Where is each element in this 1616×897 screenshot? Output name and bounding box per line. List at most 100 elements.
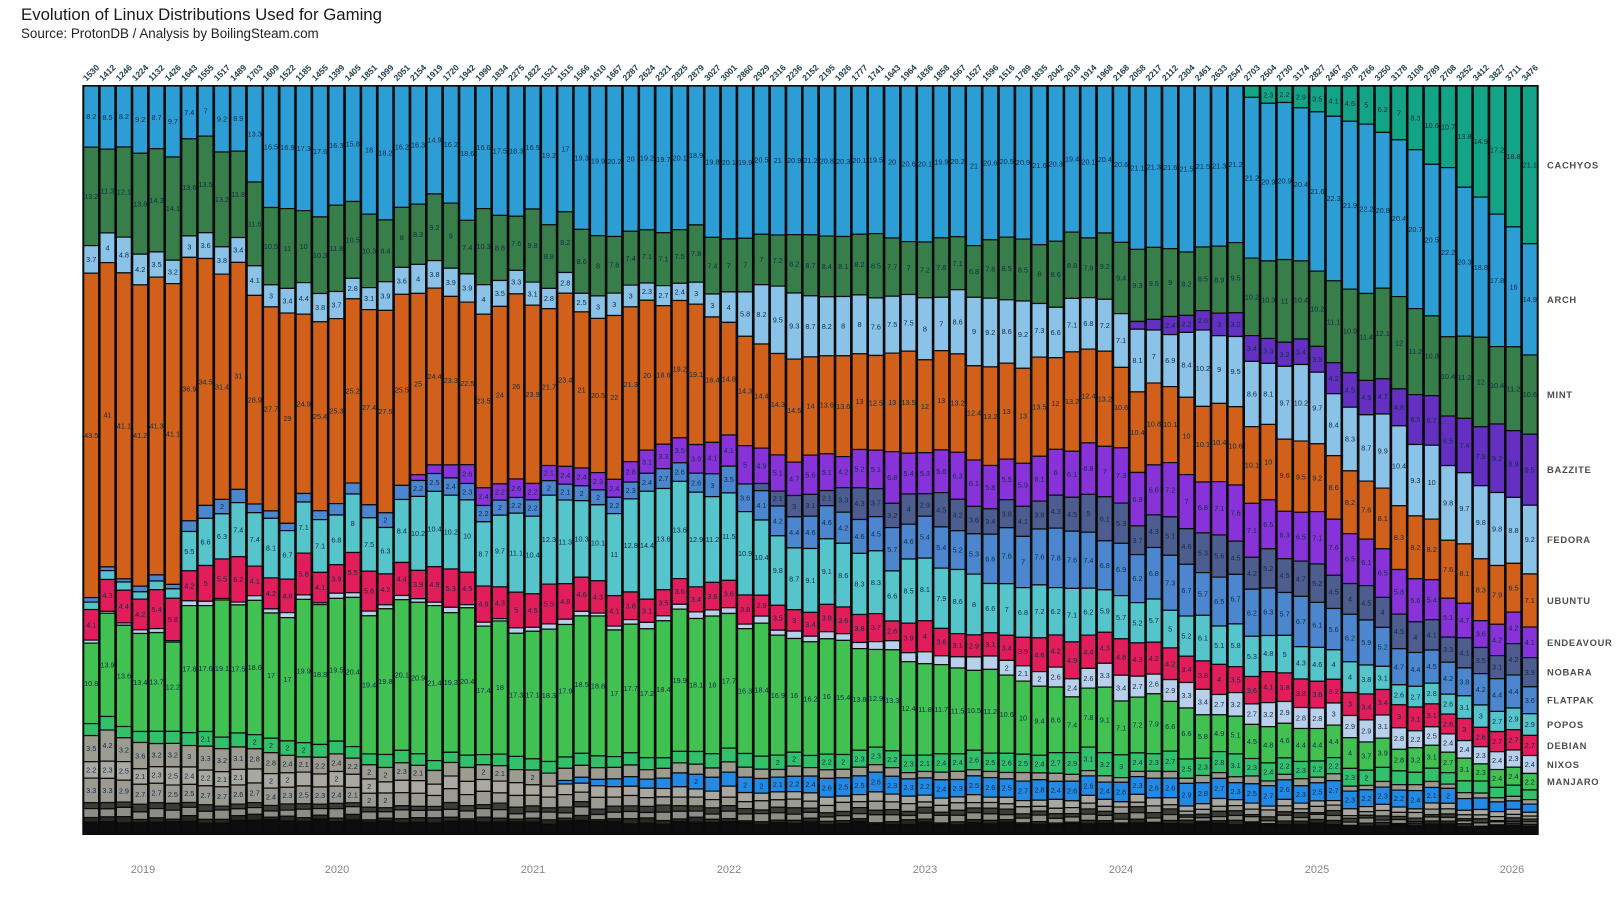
- svg-text:2019: 2019: [131, 864, 155, 876]
- svg-text:8.4: 8.4: [1181, 360, 1191, 369]
- svg-text:20.1: 20.1: [918, 160, 932, 169]
- svg-text:2.7: 2.7: [1410, 692, 1420, 701]
- svg-text:8.7: 8.7: [1361, 444, 1371, 453]
- svg-text:6.7: 6.7: [1181, 586, 1191, 595]
- svg-text:11: 11: [611, 550, 619, 559]
- svg-text:3.8: 3.8: [217, 256, 227, 265]
- svg-text:2.7: 2.7: [1051, 759, 1061, 768]
- svg-text:18: 18: [365, 146, 373, 155]
- svg-text:3.3: 3.3: [511, 278, 521, 287]
- svg-text:8.5: 8.5: [1002, 264, 1012, 273]
- svg-text:3.2: 3.2: [1231, 320, 1241, 329]
- svg-text:6.7: 6.7: [1427, 416, 1437, 425]
- svg-text:2.1: 2.1: [822, 494, 832, 503]
- svg-text:2.1: 2.1: [299, 760, 309, 769]
- svg-text:4: 4: [1413, 633, 1417, 642]
- svg-text:2.4: 2.4: [936, 785, 946, 794]
- svg-text:3.9: 3.9: [462, 284, 472, 293]
- svg-text:3: 3: [694, 289, 698, 298]
- svg-text:3.8: 3.8: [429, 270, 439, 279]
- svg-text:10.2: 10.2: [444, 528, 458, 537]
- svg-text:2.6: 2.6: [511, 484, 521, 493]
- svg-text:3.7: 3.7: [871, 498, 881, 507]
- svg-text:17.3: 17.3: [297, 144, 311, 153]
- svg-text:8.5: 8.5: [904, 587, 914, 596]
- svg-text:9.2: 9.2: [1018, 330, 1028, 339]
- svg-text:3.6: 3.6: [201, 241, 211, 250]
- svg-text:13.6: 13.6: [117, 672, 131, 681]
- svg-text:2.4: 2.4: [1100, 786, 1110, 795]
- svg-text:4.1: 4.1: [1427, 630, 1437, 639]
- svg-text:2.6: 2.6: [1083, 781, 1093, 790]
- svg-text:2: 2: [269, 777, 273, 786]
- svg-text:6.9: 6.9: [1132, 495, 1142, 504]
- svg-text:2.4: 2.4: [446, 482, 456, 491]
- svg-text:2.2: 2.2: [1410, 735, 1420, 744]
- svg-text:2.7: 2.7: [152, 789, 162, 798]
- svg-text:21: 21: [774, 156, 782, 165]
- svg-text:18.8: 18.8: [1506, 152, 1520, 161]
- svg-text:7.6: 7.6: [511, 239, 521, 248]
- svg-text:9.2: 9.2: [1525, 535, 1535, 544]
- svg-text:4.3: 4.3: [495, 598, 505, 607]
- svg-text:10.6: 10.6: [1114, 403, 1128, 412]
- svg-text:7.5: 7.5: [675, 252, 685, 261]
- svg-text:6.5: 6.5: [1508, 583, 1518, 592]
- svg-text:2.6: 2.6: [822, 783, 832, 792]
- svg-text:2.2: 2.2: [1181, 320, 1191, 329]
- svg-text:3.8: 3.8: [1296, 689, 1306, 698]
- svg-text:2.5: 2.5: [299, 791, 309, 800]
- svg-text:6.8: 6.8: [969, 267, 979, 276]
- svg-text:2.9: 2.9: [1361, 727, 1371, 736]
- svg-text:7.8: 7.8: [691, 249, 701, 258]
- svg-text:2.7: 2.7: [1247, 710, 1257, 719]
- svg-text:6.6: 6.6: [1165, 722, 1175, 731]
- svg-text:2.1: 2.1: [135, 772, 145, 781]
- svg-text:8.7: 8.7: [478, 550, 488, 559]
- svg-text:4.9: 4.9: [1067, 656, 1077, 665]
- svg-text:9.7: 9.7: [1280, 398, 1290, 407]
- svg-text:7.9: 7.9: [936, 594, 946, 603]
- svg-text:2.6: 2.6: [1002, 759, 1012, 768]
- svg-text:6.7: 6.7: [1231, 595, 1241, 604]
- svg-text:2.6: 2.6: [233, 790, 243, 799]
- svg-text:21.4: 21.4: [427, 679, 441, 688]
- svg-text:6.1: 6.1: [1034, 474, 1044, 483]
- svg-text:2.7: 2.7: [1018, 787, 1028, 796]
- svg-text:10.2: 10.2: [1245, 292, 1259, 301]
- svg-text:2.4: 2.4: [1263, 768, 1273, 777]
- svg-text:2.7: 2.7: [217, 792, 227, 801]
- svg-text:2.3: 2.3: [152, 771, 162, 780]
- svg-text:11.6: 11.6: [248, 220, 262, 229]
- svg-text:3.1: 3.1: [985, 640, 995, 649]
- svg-text:3.4: 3.4: [1116, 684, 1126, 693]
- svg-text:13.3: 13.3: [248, 130, 262, 139]
- svg-text:9.1: 9.1: [1100, 716, 1110, 725]
- svg-text:3.8: 3.8: [740, 605, 750, 614]
- svg-text:10.8: 10.8: [1147, 420, 1161, 429]
- svg-text:3.8: 3.8: [626, 601, 636, 610]
- svg-text:7.1: 7.1: [315, 542, 325, 551]
- svg-text:3.2: 3.2: [1280, 350, 1290, 359]
- svg-text:7: 7: [907, 264, 911, 273]
- svg-text:9.2: 9.2: [985, 328, 995, 337]
- svg-text:5.8: 5.8: [1231, 641, 1241, 650]
- svg-text:22.5: 22.5: [460, 379, 474, 388]
- svg-text:8.2: 8.2: [1181, 279, 1191, 288]
- svg-text:8.5: 8.5: [1198, 274, 1208, 283]
- svg-text:12: 12: [1477, 378, 1485, 387]
- svg-text:2.3: 2.3: [593, 477, 603, 486]
- svg-text:13.2: 13.2: [983, 412, 997, 421]
- svg-text:20.8: 20.8: [1376, 206, 1390, 215]
- svg-text:2.2: 2.2: [1361, 794, 1371, 803]
- svg-text:5.7: 5.7: [1198, 590, 1208, 599]
- svg-text:4.4: 4.4: [119, 602, 129, 611]
- svg-text:10.4: 10.4: [1294, 296, 1308, 305]
- svg-text:2.4: 2.4: [577, 473, 587, 482]
- svg-text:10.6: 10.6: [1228, 441, 1242, 450]
- svg-text:11.2: 11.2: [1409, 347, 1423, 356]
- svg-text:3: 3: [1462, 725, 1466, 734]
- svg-text:9.6: 9.6: [1280, 471, 1290, 480]
- svg-text:12.8: 12.8: [624, 541, 638, 550]
- svg-text:13.6: 13.6: [820, 400, 834, 409]
